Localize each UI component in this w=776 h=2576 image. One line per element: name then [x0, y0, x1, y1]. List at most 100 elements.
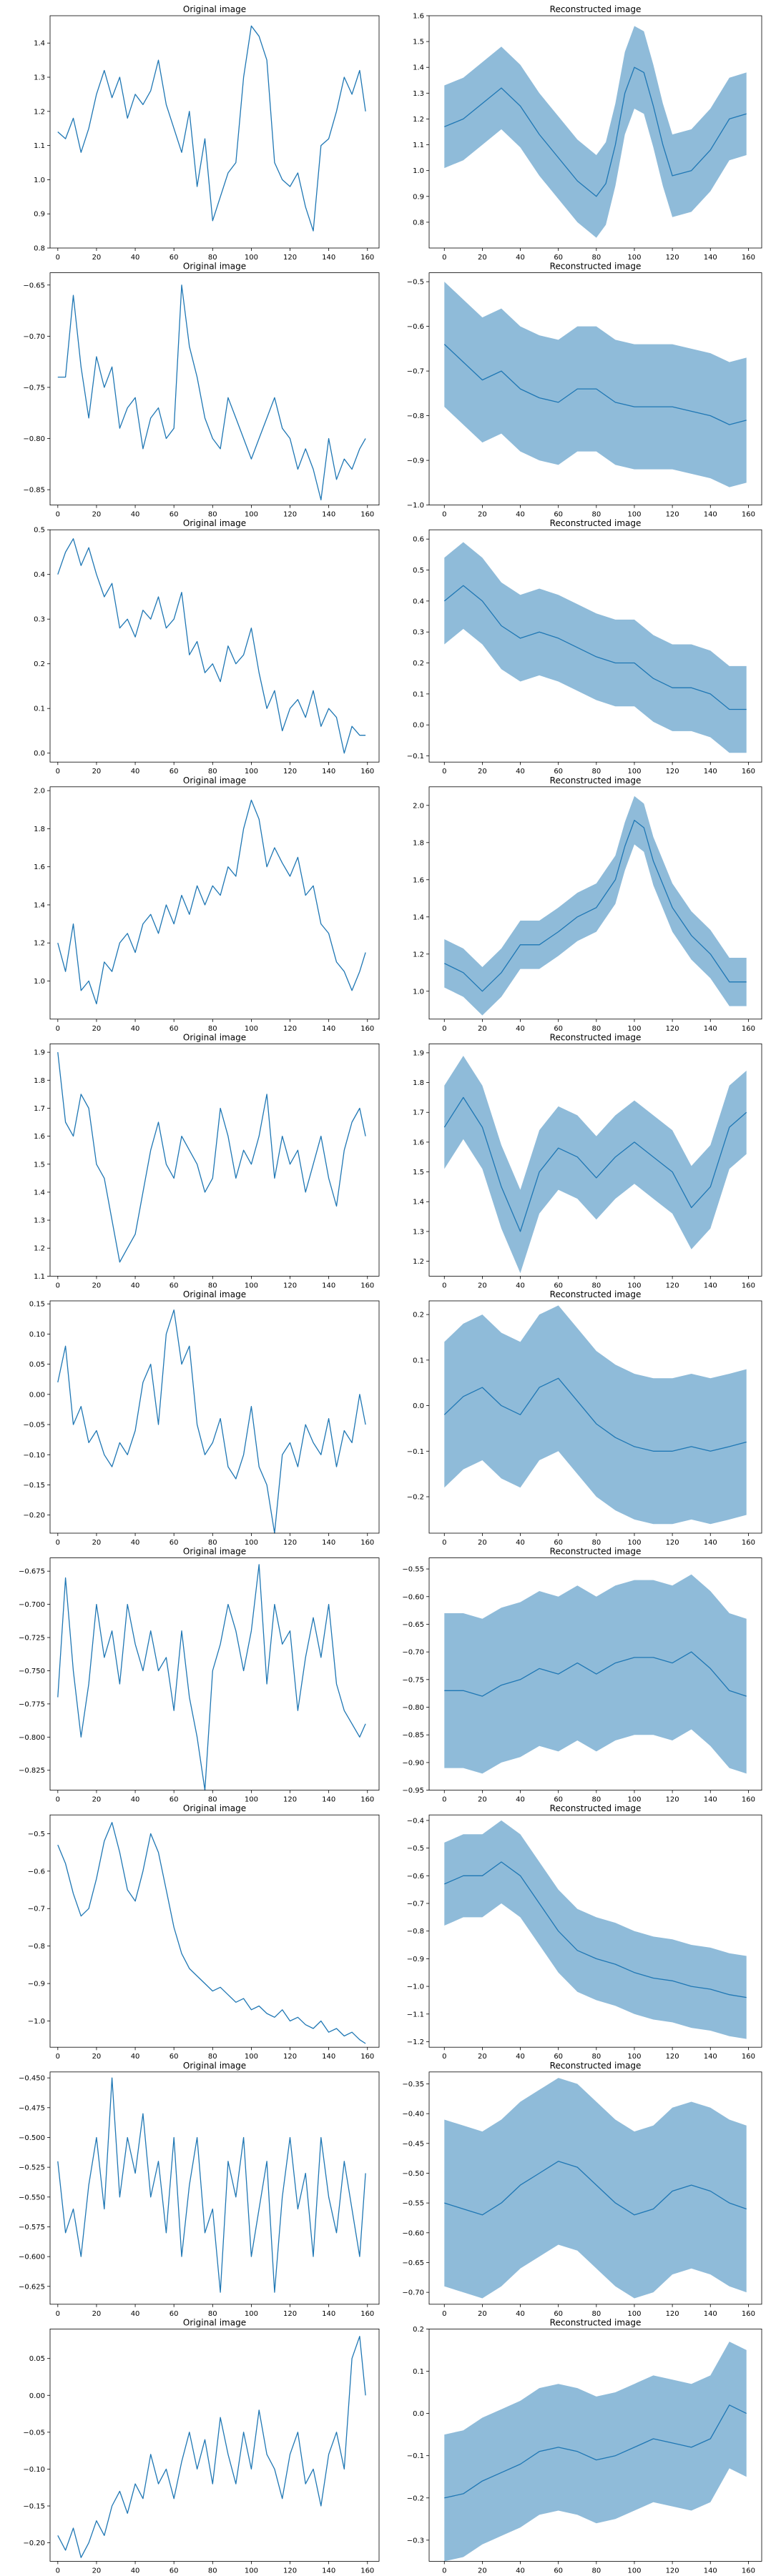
chart-title: Reconstructed image — [550, 4, 642, 14]
x-tick-label: 160 — [742, 1025, 755, 1033]
x-tick-label: 140 — [322, 254, 335, 262]
x-tick-label: 60 — [554, 511, 563, 519]
x-tick-label: 0 — [56, 768, 60, 776]
x-tick-label: 120 — [666, 254, 679, 262]
x-tick-label: 40 — [516, 768, 525, 776]
y-tick-label: 1.2 — [413, 951, 424, 958]
x-tick-label: 100 — [627, 2053, 641, 2061]
x-tick-label: 0 — [442, 768, 446, 776]
y-tick-label: −0.675 — [19, 1568, 45, 1576]
y-tick-label: 1.1 — [413, 142, 424, 149]
x-tick-label: 120 — [283, 2310, 297, 2318]
x-tick-label: 120 — [666, 2310, 679, 2318]
x-tick-label: 100 — [627, 2310, 641, 2318]
y-tick-label: 0.6 — [413, 536, 424, 544]
x-tick-label: 140 — [704, 2310, 717, 2318]
series-line — [443, 344, 747, 425]
x-tick-label: 140 — [704, 1539, 717, 1547]
chart-title: Reconstructed image — [550, 1547, 642, 1557]
series-line — [57, 25, 366, 232]
x-tick-label: 60 — [170, 511, 179, 519]
x-tick-label: 0 — [442, 1025, 446, 1033]
y-tick-label: −1.0 — [407, 502, 424, 510]
y-tick-label: 1.4 — [413, 64, 424, 72]
uncertainty-band — [444, 1056, 747, 1274]
series-line — [443, 1096, 747, 1232]
x-tick-label: 100 — [245, 1796, 258, 1804]
x-tick-label: 100 — [627, 1539, 641, 1547]
x-tick-label: 20 — [92, 511, 102, 519]
x-tick-label: 0 — [56, 2053, 60, 2061]
y-tick-label: 0.4 — [34, 571, 45, 579]
y-tick-label: −0.9 — [407, 1956, 424, 1963]
x-tick-label: 120 — [283, 768, 297, 776]
axes-frame — [49, 272, 380, 506]
uncertainty-band — [444, 2342, 747, 2562]
x-tick-label: 80 — [208, 1025, 217, 1033]
x-tick-label: 80 — [208, 1539, 217, 1547]
x-tick-label: 100 — [627, 1025, 641, 1033]
y-tick-label: −0.55 — [402, 1566, 424, 1574]
reconstructed-chart-2: 0 20 40 60 80 100 120 140 160 −1.0 −0.9 −0.8 −0.7 −0.… — [407, 262, 762, 519]
y-tick-label: 1.0 — [34, 177, 45, 184]
series-line — [444, 2161, 747, 2216]
y-tick-label: 0.0 — [34, 750, 45, 758]
x-tick-label: 60 — [554, 2053, 563, 2061]
x-tick-label: 60 — [170, 2310, 179, 2318]
x-tick-label: 0 — [56, 254, 60, 262]
y-tick-label: −0.9 — [28, 1981, 45, 1988]
y-tick-label: 0.1 — [34, 705, 45, 713]
y-tick-label: −0.700 — [19, 1601, 45, 1609]
y-tick-label: −0.450 — [19, 2075, 45, 2083]
reconstructed-chart-6: 0 20 40 60 80 100 120 140 160 −0.2 −0.1 0.0 0.1 0.2 Re… — [407, 1289, 762, 1547]
chart-title: Reconstructed image — [550, 518, 642, 528]
x-tick-label: 60 — [170, 1282, 179, 1289]
original-chart-5: 0 20 40 60 80 100 120 140 160 1.1 1.2 1.3 1.4 1.5 1.6 1… — [34, 1032, 380, 1289]
y-tick-label: 1.4 — [34, 40, 45, 48]
y-tick-label: −0.5 — [407, 279, 424, 287]
x-tick-label: 60 — [170, 1539, 179, 1547]
series-line — [57, 538, 366, 754]
y-tick-label: 1.7 — [413, 1109, 424, 1117]
x-tick-label: 60 — [170, 2567, 179, 2575]
uncertainty-band — [444, 282, 747, 487]
x-tick-label: 0 — [442, 2053, 446, 2061]
y-tick-label: −0.9 — [407, 457, 424, 465]
x-tick-label: 80 — [591, 1539, 601, 1547]
x-tick-label: 40 — [131, 1796, 140, 1804]
y-tick-label: −0.5 — [28, 1831, 45, 1838]
y-tick-label: −0.825 — [19, 1767, 45, 1775]
y-tick-label: 1.5 — [413, 39, 424, 46]
x-tick-label: 0 — [56, 1282, 60, 1289]
y-tick-label: 0.15 — [29, 1301, 45, 1309]
y-tick-label: −1.2 — [407, 2038, 424, 2046]
original-chart-3: 0 20 40 60 80 100 120 140 160 0.0 0.1 0.2 0.3 0.4 0.5 O… — [34, 518, 380, 776]
y-tick-label: 1.3 — [34, 74, 45, 82]
x-tick-label: 60 — [554, 1282, 563, 1289]
y-tick-label: −0.80 — [23, 435, 45, 443]
original-chart-4: 0 20 40 60 80 100 120 140 160 1.0 1.2 1.4 1.6 1.8 2.0 O… — [34, 776, 380, 1033]
x-tick-label: 40 — [131, 1539, 140, 1547]
x-tick-label: 120 — [283, 2053, 297, 2061]
y-tick-label: 1.3 — [413, 90, 424, 98]
y-tick-label: −0.10 — [23, 2466, 45, 2474]
y-tick-label: 1.2 — [413, 116, 424, 124]
x-tick-label: 40 — [516, 1282, 525, 1289]
x-tick-label: 60 — [554, 1796, 563, 1804]
x-tick-label: 140 — [704, 2567, 717, 2575]
axes-frame — [49, 1814, 380, 2048]
x-tick-label: 40 — [131, 2310, 140, 2318]
y-tick-label: −0.7 — [407, 1901, 424, 1908]
reconstructed-chart-1: 0 20 40 60 80 100 120 140 160 0.8 0.9 1.0 1.1 1.2 1.3 1… — [413, 4, 762, 262]
y-tick-label: −0.05 — [23, 2429, 45, 2437]
x-tick-label: 160 — [360, 1796, 374, 1804]
x-tick-label: 20 — [478, 1025, 487, 1033]
y-tick-label: −0.70 — [402, 1649, 424, 1657]
y-tick-label: −0.5 — [407, 1845, 424, 1853]
x-tick-label: 120 — [666, 511, 679, 519]
y-tick-label: −0.75 — [402, 1676, 424, 1684]
x-tick-label: 40 — [131, 2053, 140, 2061]
y-tick-label: 0.2 — [413, 1312, 424, 1319]
x-tick-label: 80 — [591, 2310, 601, 2318]
y-tick-label: −0.85 — [402, 1732, 424, 1740]
